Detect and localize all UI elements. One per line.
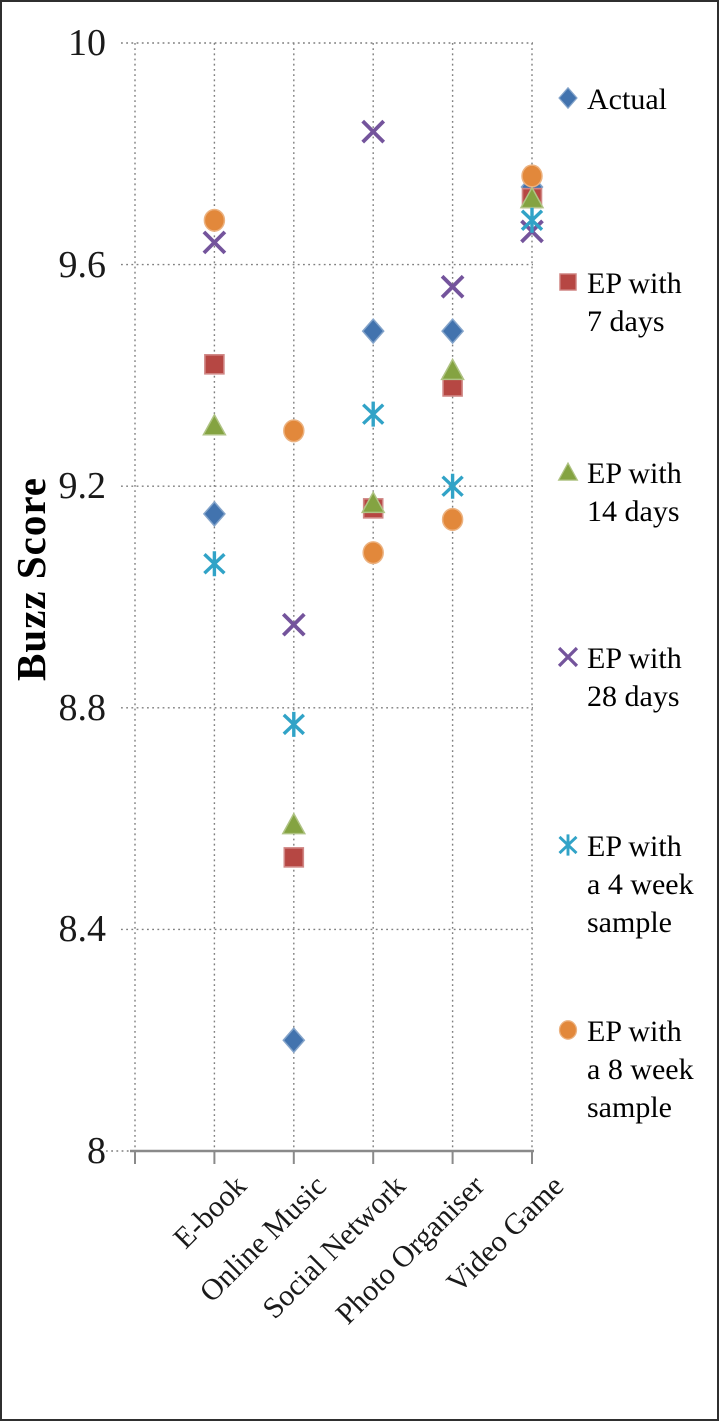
data-point-marker [441,317,465,345]
data-point-marker [202,230,227,255]
y-tick-label: 9.2 [58,465,107,508]
legend-marker-glyph [558,86,578,110]
data-point-marker [204,354,225,375]
y-tick-label: 8 [87,1130,106,1172]
data-point-marker [281,812,307,835]
data-point-marker [283,419,305,443]
legend-label-line: EP with [587,267,682,300]
data-point-marker [360,490,386,514]
legend-item-ep-with-a-8-week-sample: EP with a 8 week sample [551,1013,717,1131]
asterisk-icon [558,834,578,856]
data-point-marker [281,612,306,637]
data-point-marker [203,551,226,577]
y-tick-label: 8.4 [58,908,107,951]
data-point-marker [361,317,385,345]
legend-label: EP with 28 days [587,640,717,716]
legend-label-line: a 8 week [587,1053,694,1086]
data-point-marker [202,500,226,528]
legend-label-line: 28 days [587,680,680,713]
legend-marker-glyph [557,646,579,668]
y-tick-label: 8.8 [58,686,107,729]
legend-marker-glyph [559,273,577,291]
data-point-marker [440,357,465,381]
legend-label-line: a 4 week [587,868,694,901]
data-point-marker [283,847,305,868]
data-point-marker [441,507,464,531]
data-point-marker [282,711,305,737]
legend-label-line: Actual [587,83,667,116]
data-point-marker [521,164,543,188]
legend-label-line: EP with [587,457,682,490]
legend-label-line: EP with [587,642,682,675]
data-point-marker [441,473,464,499]
legend-label-line: EP with [587,830,682,863]
data-point-marker [282,1027,306,1054]
data-point-marker [203,208,226,232]
legend-item-ep-with-a-4-week-sample: EP with a 4 week sample [551,828,717,946]
square-icon [559,273,577,291]
y-tick-label: 9.6 [58,243,107,286]
data-point-marker [362,401,385,427]
legend-label: EP with a 4 week sample [587,828,717,942]
legend-item-ep-with-14-days: EP with 14 days [551,455,717,535]
legend-label: EP with a 8 week sample [587,1013,717,1127]
data-point-marker [440,274,465,299]
legend-label-line: 7 days [587,305,665,338]
legend-label: EP with 7 days [587,265,717,341]
legend-marker-glyph [558,834,578,856]
data-point-marker [519,186,545,209]
legend-label-line: sample [587,906,672,939]
legend-marker-glyph [558,1020,578,1040]
legend-item-ep-with-7-days: EP with 7 days [551,265,717,345]
diamond-icon [558,86,578,110]
legend-label-line: EP with [587,1015,682,1048]
legend-marker-glyph [557,461,579,481]
legend-item-actual: Actual [551,81,717,123]
circle-icon [558,1020,578,1040]
y-tick-label: 10 [68,22,106,64]
legend-label-line: 14 days [587,495,680,528]
data-point-marker [361,119,386,144]
legend-label: Actual [587,81,717,119]
data-point-marker [202,413,227,436]
data-point-marker [520,207,544,233]
legend-label: EP with 14 days [587,455,717,531]
legend-label-line: sample [587,1091,672,1124]
legend-item-ep-with-28-days: EP with 28 days [551,640,717,720]
data-point-marker [362,541,384,565]
x-icon [557,646,579,668]
triangle-icon [557,461,579,481]
